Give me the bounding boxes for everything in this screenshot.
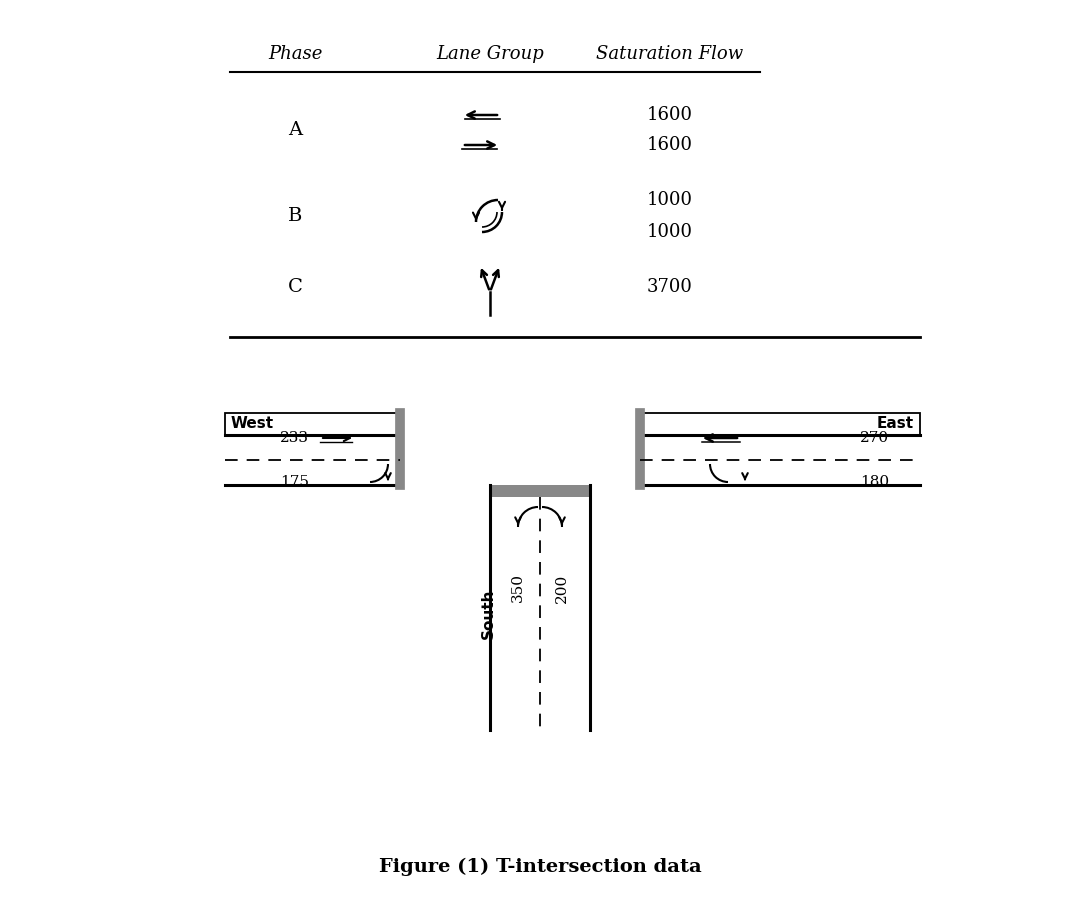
Text: C: C bbox=[287, 278, 302, 296]
Text: South: South bbox=[481, 588, 496, 640]
Text: 270: 270 bbox=[860, 431, 889, 445]
Text: 1600: 1600 bbox=[647, 106, 693, 124]
Text: 1600: 1600 bbox=[647, 136, 693, 154]
Text: B: B bbox=[287, 207, 302, 225]
Text: Lane Group: Lane Group bbox=[436, 45, 544, 63]
Text: 350: 350 bbox=[511, 574, 525, 602]
Text: 3700: 3700 bbox=[647, 278, 693, 296]
Text: Saturation Flow: Saturation Flow bbox=[596, 45, 743, 63]
Bar bbox=[225, 413, 400, 435]
Text: 175: 175 bbox=[280, 475, 309, 489]
Text: West: West bbox=[231, 416, 274, 432]
Text: 233: 233 bbox=[280, 431, 309, 445]
Text: East: East bbox=[877, 416, 914, 432]
Text: A: A bbox=[288, 121, 302, 139]
Text: Phase: Phase bbox=[268, 45, 322, 63]
Text: 180: 180 bbox=[860, 475, 889, 489]
Bar bbox=[640, 413, 920, 435]
Bar bbox=[490, 485, 590, 497]
Text: 1000: 1000 bbox=[647, 223, 693, 241]
Text: 200: 200 bbox=[555, 574, 569, 603]
Text: 1000: 1000 bbox=[647, 191, 693, 209]
Text: Figure (1) T-intersection data: Figure (1) T-intersection data bbox=[379, 858, 701, 877]
